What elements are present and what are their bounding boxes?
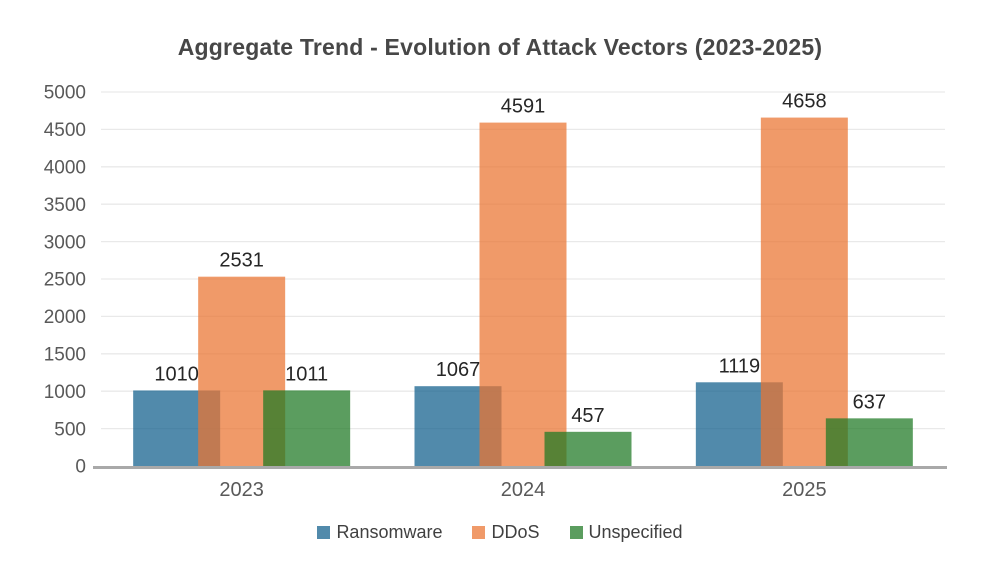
y-axis-tick-label: 3500 bbox=[44, 195, 86, 216]
y-axis-tick-label: 1500 bbox=[44, 344, 86, 365]
bar-unspecified-2023 bbox=[263, 390, 351, 466]
bar-unspecified-2024 bbox=[544, 431, 632, 466]
data-label-ddos-2025: 4658 bbox=[782, 91, 827, 113]
y-axis-tick-label: 1000 bbox=[44, 382, 86, 403]
chart-legend: Ransomware DDoS Unspecified bbox=[0, 522, 1000, 543]
y-axis-tick-label: 4500 bbox=[44, 120, 86, 141]
legend-item-ddos: DDoS bbox=[472, 522, 540, 543]
data-label-ddos-2024: 4591 bbox=[501, 96, 546, 118]
data-label-ransomware-2024: 1067 bbox=[436, 359, 481, 381]
bar-ddos-2025 bbox=[760, 117, 848, 466]
bar-ddos-2024 bbox=[479, 122, 567, 466]
legend-label-ransomware: Ransomware bbox=[336, 522, 443, 542]
legend-swatch-unspecified-icon bbox=[569, 526, 583, 539]
data-label-unspecified-2024: 457 bbox=[571, 405, 604, 427]
legend-swatch-ransomware-icon bbox=[317, 526, 331, 539]
data-label-ddos-2023: 2531 bbox=[219, 250, 264, 272]
x-axis-category-label: 2023 bbox=[219, 479, 264, 501]
bar-unspecified-2025 bbox=[825, 418, 913, 466]
x-axis-category-label: 2025 bbox=[782, 479, 827, 501]
legend-swatch-ddos-icon bbox=[472, 526, 486, 539]
y-axis-tick-label: 2000 bbox=[44, 307, 86, 328]
data-label-unspecified-2025: 637 bbox=[853, 391, 886, 413]
y-axis-tick-label: 0 bbox=[75, 457, 86, 478]
y-axis-tick-label: 500 bbox=[54, 419, 86, 440]
y-axis-tick-label: 5000 bbox=[44, 83, 86, 104]
y-axis-tick-label: 2500 bbox=[44, 270, 86, 291]
y-axis-tick-label: 3000 bbox=[44, 232, 86, 253]
legend-item-unspecified: Unspecified bbox=[569, 522, 683, 543]
data-label-unspecified-2023: 1011 bbox=[285, 363, 328, 385]
legend-label-unspecified: Unspecified bbox=[588, 522, 683, 542]
y-axis-tick-label: 4000 bbox=[44, 157, 86, 178]
x-axis-category-label: 2024 bbox=[501, 479, 546, 501]
data-label-ransomware-2023: 1010 bbox=[154, 363, 199, 385]
legend-item-ransomware: Ransomware bbox=[317, 522, 442, 543]
data-label-ransomware-2025: 1119 bbox=[719, 355, 761, 377]
chart-title: Aggregate Trend - Evolution of Attack Ve… bbox=[177, 34, 823, 60]
legend-label-ddos: DDoS bbox=[491, 522, 540, 542]
